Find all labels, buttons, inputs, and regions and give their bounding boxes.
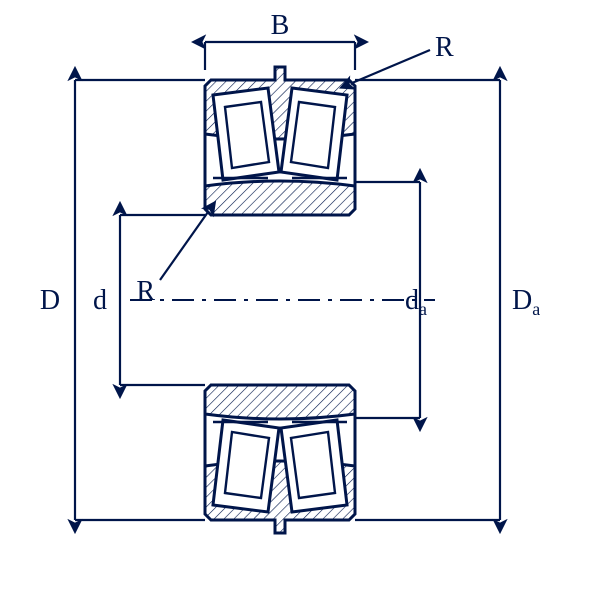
label-Da: Da (512, 285, 540, 319)
label-d: d (93, 285, 107, 316)
label-R-inner: R (136, 276, 155, 307)
label-da: da (405, 285, 427, 319)
inner-ring (205, 385, 355, 419)
label-R-outer: R (435, 32, 454, 63)
inner-ring (205, 181, 355, 215)
label-B: B (271, 10, 290, 41)
bearing-cross-section-diagram: Dd da Da B R R (0, 0, 600, 600)
label-D: D (40, 285, 60, 316)
